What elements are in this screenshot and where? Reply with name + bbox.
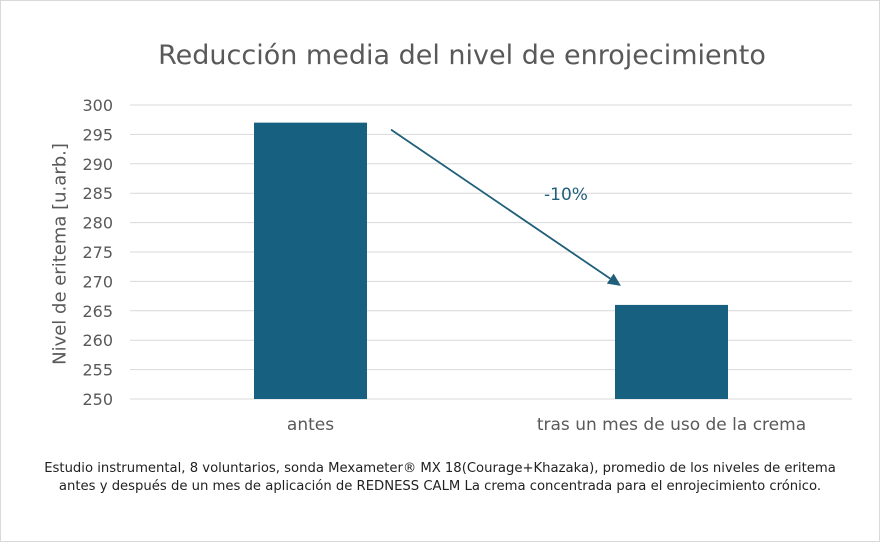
annotation-arrow-head xyxy=(606,273,621,286)
y-tick-label: 285 xyxy=(82,184,113,203)
chart-title: Reducción media del nivel de enrojecimie… xyxy=(158,40,766,71)
y-tick-label: 295 xyxy=(82,125,113,144)
chart-footnote: Estudio instrumental, 8 voluntarios, son… xyxy=(44,461,836,494)
bar xyxy=(254,122,367,399)
y-tick-label: 290 xyxy=(82,155,113,174)
x-tick-label: antes xyxy=(287,415,334,435)
y-axis-label: Nivel de eritema [u.arb.] xyxy=(49,143,71,365)
y-tick-label: 280 xyxy=(82,214,113,233)
y-tick-label: 255 xyxy=(82,361,113,380)
y-tick-label: 270 xyxy=(82,272,113,291)
bar xyxy=(615,304,728,399)
annotation-label: -10% xyxy=(544,185,588,205)
annotation-arrow-line xyxy=(390,128,611,280)
x-tick-label: tras un mes de uso de la crema xyxy=(537,415,806,435)
y-tick-label: 265 xyxy=(82,302,113,321)
y-tick-label: 275 xyxy=(82,243,113,262)
y-tick-label: 300 xyxy=(82,96,113,115)
y-tick-label: 260 xyxy=(82,331,113,350)
y-tick-label: 250 xyxy=(82,390,113,409)
